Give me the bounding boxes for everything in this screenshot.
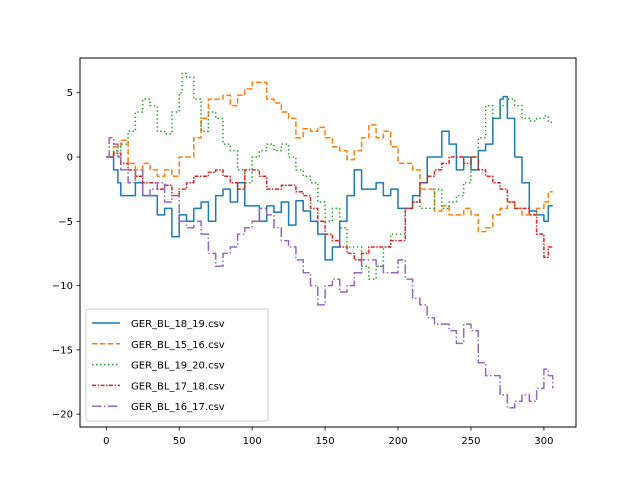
y-tick-label: −10 <box>52 281 73 292</box>
series-line-4 <box>106 152 553 261</box>
y-tick-label: 5 <box>67 88 73 99</box>
x-tick-label: 0 <box>103 436 109 447</box>
x-tick-label: 100 <box>243 436 262 447</box>
legend-label-4: GER_BL_17_18.csv <box>131 381 225 392</box>
x-tick-label: 200 <box>388 436 407 447</box>
y-tick-label: 0 <box>67 153 73 164</box>
series-line-2 <box>106 81 553 233</box>
legend-label-5: GER_BL_16_17.csv <box>131 402 225 413</box>
y-axis: −20 −15 −10 −5 0 5 <box>52 88 80 421</box>
x-tick-label: 150 <box>316 436 335 447</box>
y-tick-label: −5 <box>58 217 73 228</box>
x-tick-label: 50 <box>173 436 186 447</box>
legend-label-3: GER_BL_19_20.csv <box>131 361 225 372</box>
legend-label-2: GER_BL_15_16.csv <box>131 340 225 351</box>
series-layer <box>106 72 554 409</box>
series-line-5 <box>106 136 554 409</box>
x-tick-label: 250 <box>461 436 480 447</box>
plot-frame <box>79 57 577 428</box>
x-tick-label: 300 <box>534 436 553 447</box>
y-tick-label: −15 <box>52 345 73 356</box>
y-tick-label: −20 <box>52 410 73 421</box>
legend: GER_BL_18_19.csv GER_BL_15_16.csv GER_BL_1… <box>85 308 269 422</box>
legend-label-1: GER_BL_18_19.csv <box>131 319 225 330</box>
x-axis: 0 50 100 150 200 250 300 <box>103 427 553 447</box>
series-line-1 <box>106 95 553 261</box>
legend-box <box>85 308 269 422</box>
series-line-3 <box>106 72 553 280</box>
